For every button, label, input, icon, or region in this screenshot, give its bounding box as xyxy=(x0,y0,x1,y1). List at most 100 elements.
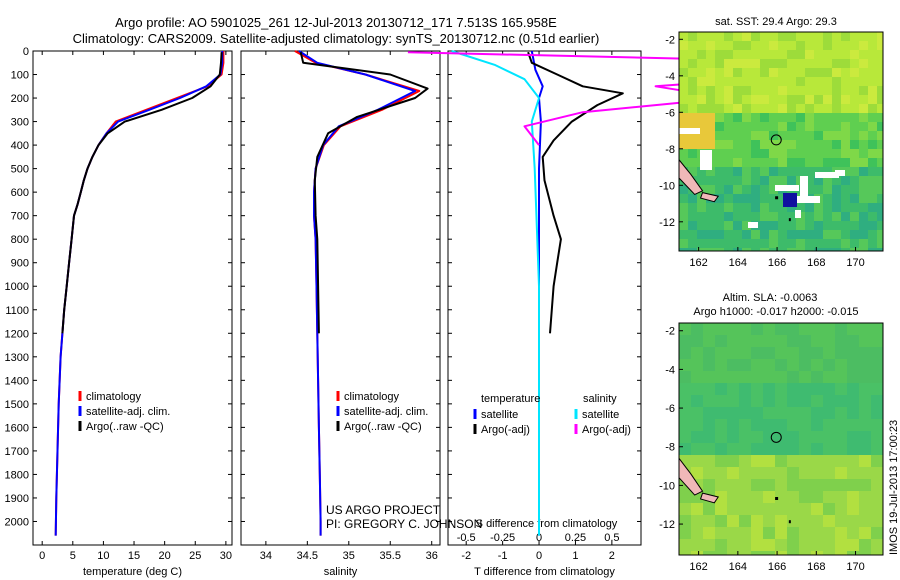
x-tick-label: 162 xyxy=(689,257,707,269)
x-tick-label: 164 xyxy=(729,561,747,573)
x-tick-label: 20 xyxy=(159,550,171,562)
y-tick-label: 400 xyxy=(11,140,29,152)
s-tick-label: -0.5 xyxy=(457,532,476,544)
cloud-gap xyxy=(748,222,758,228)
legend-label: Argo(..raw -QC) xyxy=(344,421,422,433)
x-tick-label: 35.5 xyxy=(380,550,401,562)
island-dot xyxy=(789,218,791,221)
s-tick-label: 0.25 xyxy=(565,532,586,544)
y-tick-label: -2 xyxy=(665,34,675,46)
y-tick-label: -8 xyxy=(665,144,675,156)
y-tick-label: 1800 xyxy=(5,469,29,481)
argo-profile-figure: Argo profile: AO 5901025_261 12-Jul-2013… xyxy=(0,0,900,580)
legend-label: satellite-adj. clim. xyxy=(86,406,170,418)
credit-line-1: US ARGO PROJECT xyxy=(326,503,441,517)
plot-frame xyxy=(33,51,232,545)
x-tick-label: 35 xyxy=(343,550,355,562)
sst-map-panel: 162 164 166 168 170 -2 -4 -6 -8 -10 -12 sat. SST: 2… xyxy=(659,16,883,269)
x-tick-label: 0 xyxy=(39,550,45,562)
x-tick-label: 2 xyxy=(609,550,615,562)
cloud-gap xyxy=(835,170,845,176)
x-tick-label: 168 xyxy=(807,257,825,269)
x-tick-label: 170 xyxy=(846,561,864,573)
x-axis-label: temperature (deg C) xyxy=(83,566,182,578)
y-tick-label: 900 xyxy=(11,258,29,270)
s-axis-label: S difference from climatology xyxy=(476,518,618,530)
y-tick-label: 600 xyxy=(11,187,29,199)
island-dot xyxy=(775,497,778,500)
x-tick-label: -2 xyxy=(461,550,471,562)
y-tick-label: -6 xyxy=(665,107,675,119)
x-tick-label: 30 xyxy=(220,550,232,562)
legend-label: satellite xyxy=(481,409,518,421)
x-tick-label: 36 xyxy=(426,550,438,562)
map-title-line-1: Altim. SLA: -0.0063 xyxy=(723,292,818,304)
legend-label: satellite-adj. clim. xyxy=(344,406,428,418)
y-tick-label: 300 xyxy=(11,117,29,129)
x-tick-label: 34 xyxy=(260,550,272,562)
temperature-panel: 0 5 10 15 20 25 30temperature (deg C)010020030… xyxy=(5,46,232,578)
y-tick-label: 1900 xyxy=(5,493,29,505)
y-tick-label: 800 xyxy=(11,234,29,246)
x-tick-label: 166 xyxy=(768,257,786,269)
x-tick-label: -1 xyxy=(498,550,508,562)
x-tick-label: 164 xyxy=(729,257,747,269)
legend-label: Argo(..raw -QC) xyxy=(86,421,164,433)
legend-heading-temperature: temperature xyxy=(481,393,540,405)
y-tick-label: -12 xyxy=(659,519,675,531)
map-title: sat. SST: 29.4 Argo: 29.3 xyxy=(715,16,837,28)
x-tick-label: 34.5 xyxy=(297,550,318,562)
y-tick-label: -2 xyxy=(665,326,675,338)
sla-map-panel: 162 164 166 168 170 -2 -4 -6 -8 -10 -12 Altim. SLA:… xyxy=(659,292,883,573)
y-tick-label: 1200 xyxy=(5,328,29,340)
x-axis-label: salinity xyxy=(324,566,358,578)
y-tick-label: 1000 xyxy=(5,281,29,293)
island-dot xyxy=(789,520,791,523)
cloud-gap xyxy=(795,210,801,218)
island-dot xyxy=(775,196,778,199)
y-tick-label: 500 xyxy=(11,164,29,176)
legend-label: climatology xyxy=(344,391,400,403)
y-tick-label: 700 xyxy=(11,211,29,223)
y-tick-label: -10 xyxy=(659,480,675,492)
y-tick-label: 1300 xyxy=(5,352,29,364)
x-tick-label: 166 xyxy=(768,561,786,573)
cold-patch xyxy=(783,193,797,207)
y-tick-label: -4 xyxy=(665,364,675,376)
y-tick-label: -12 xyxy=(659,217,675,229)
cloud-gap xyxy=(700,150,712,170)
legend-heading-salinity: salinity xyxy=(583,393,617,405)
y-tick-label: -10 xyxy=(659,180,675,192)
y-tick-label: -8 xyxy=(665,442,675,454)
cloud-gap xyxy=(800,176,808,200)
y-tick-label: 0 xyxy=(23,46,29,58)
s-tick-label: -0.25 xyxy=(490,532,515,544)
x-tick-label: 15 xyxy=(128,550,140,562)
x-tick-label: 0 xyxy=(536,550,542,562)
y-tick-label: -4 xyxy=(665,71,675,83)
header-line-2: Climatology: CARS2009. Satellite-adjuste… xyxy=(73,31,600,46)
legend-label: climatology xyxy=(86,391,142,403)
x-tick-label: 25 xyxy=(189,550,201,562)
credit-line-2: PI: GREGORY C. JOHNSON xyxy=(326,517,482,531)
x-tick-label: 162 xyxy=(689,561,707,573)
legend-label: satellite xyxy=(582,409,619,421)
header-line-1: Argo profile: AO 5901025_261 12-Jul-2013… xyxy=(115,15,557,30)
timestamp-label: IMOS 19-Jul-2013 17:00:23 xyxy=(888,420,900,555)
x-axis-label: T difference from climatology xyxy=(474,566,615,578)
cloud-gap xyxy=(775,185,799,191)
y-tick-label: 1100 xyxy=(5,305,29,317)
y-tick-label: 100 xyxy=(11,70,29,82)
legend-label: Argo(-adj) xyxy=(481,424,530,436)
legend-label: Argo(-adj) xyxy=(582,424,631,436)
plot-frame xyxy=(448,51,641,545)
x-tick-label: 1 xyxy=(572,550,578,562)
y-tick-label: 1600 xyxy=(5,422,29,434)
y-tick-label: -6 xyxy=(665,403,675,415)
y-tick-label: 1500 xyxy=(5,399,29,411)
x-tick-label: 5 xyxy=(70,550,76,562)
y-tick-label: 2000 xyxy=(5,516,29,528)
x-tick-label: 168 xyxy=(807,561,825,573)
y-tick-label: 200 xyxy=(11,93,29,105)
s-tick-label: 0.5 xyxy=(604,532,619,544)
